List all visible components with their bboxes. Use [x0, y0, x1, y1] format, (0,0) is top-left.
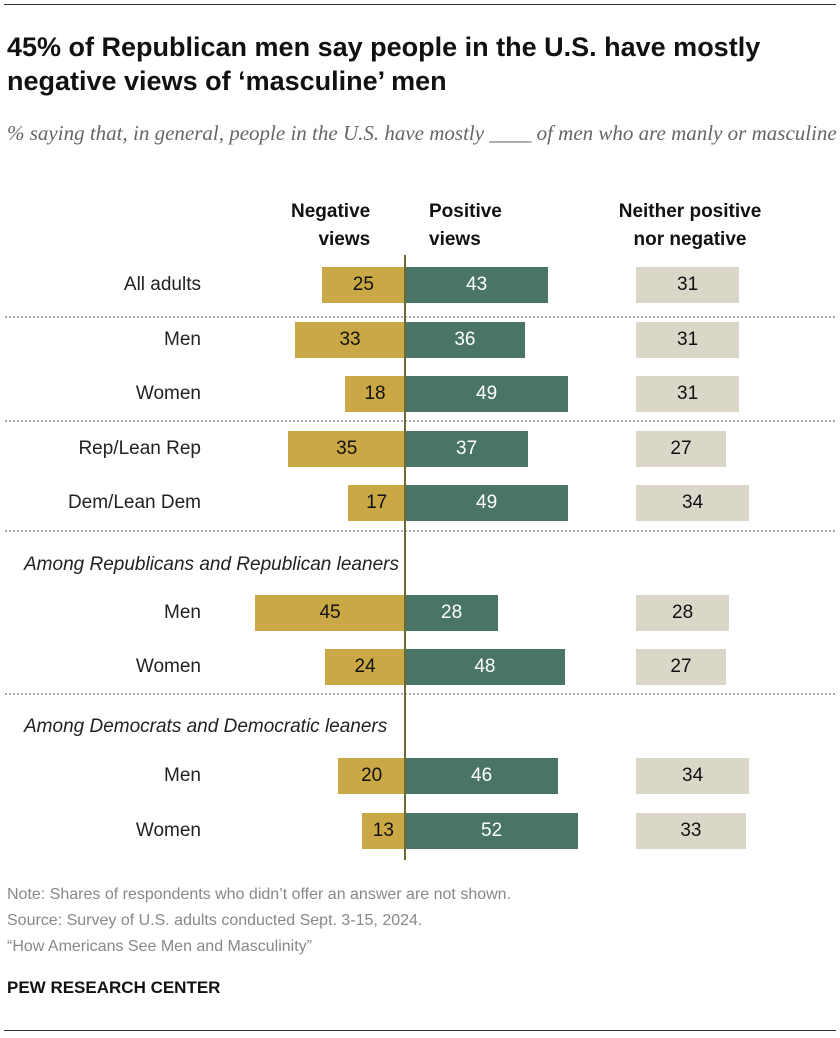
bar-neither: 31	[636, 322, 740, 358]
chart-subtitle: % saying that, in general, people in the…	[7, 121, 837, 145]
bar-negative: 17	[348, 485, 405, 521]
bar-negative: 35	[288, 431, 405, 467]
header-negative-line2: views	[318, 229, 371, 250]
section-divider	[5, 316, 835, 318]
bar-neither: 31	[636, 267, 740, 303]
header-negative-line1: Negative	[291, 201, 371, 222]
row-label: Rep/Lean Rep	[78, 438, 201, 459]
row-label: Women	[135, 383, 201, 404]
header-negative: Negative views	[291, 198, 370, 254]
section-divider	[5, 530, 835, 532]
bar-neither: 33	[636, 813, 746, 849]
header-positive-line2: views	[429, 229, 481, 250]
bar-negative: 24	[325, 649, 405, 685]
zero-axis-line	[404, 255, 406, 860]
note-text: Note: Shares of respondents who didn’t o…	[7, 886, 512, 903]
brand-logo-text: PEW RESEARCH CENTER	[7, 978, 221, 997]
bar-neither: 27	[636, 649, 726, 685]
bar-neither: 28	[636, 595, 730, 631]
section-divider	[5, 693, 835, 695]
bar-negative: 13	[361, 813, 405, 849]
bar-positive: 52	[405, 813, 579, 849]
row-label: Men	[164, 329, 201, 350]
bar-neither: 34	[636, 485, 750, 521]
bar-positive: 49	[405, 485, 569, 521]
section-heading: Among Republicans and Republican leaners	[24, 554, 399, 575]
bar-neither: 27	[636, 431, 726, 467]
bar-negative: 45	[255, 595, 405, 631]
bottom-rule	[4, 1030, 836, 1031]
bar-positive: 43	[405, 267, 549, 303]
bar-neither: 31	[636, 376, 740, 412]
top-rule	[4, 4, 836, 5]
bar-neither: 34	[636, 758, 750, 794]
row-label: Dem/Lean Dem	[67, 492, 201, 513]
bar-positive: 46	[405, 758, 559, 794]
section-divider	[5, 420, 835, 422]
bar-negative: 33	[295, 322, 405, 358]
row-label: Men	[164, 765, 201, 786]
row-label: Women	[135, 820, 201, 841]
row-label: Women	[135, 656, 201, 677]
bar-positive: 49	[405, 376, 569, 412]
row-label: Men	[164, 602, 201, 623]
bar-positive: 37	[405, 431, 529, 467]
bar-negative: 25	[321, 267, 405, 303]
bar-positive: 36	[405, 322, 525, 358]
chart-title: 45% of Republican men say people in the …	[7, 32, 761, 96]
bar-positive: 28	[405, 595, 499, 631]
header-neither-line1: Neither positive	[618, 201, 762, 222]
header-neither-line2: nor negative	[633, 229, 747, 250]
row-label: All adults	[123, 274, 201, 295]
header-positive: Positive views	[429, 198, 502, 254]
section-heading: Among Democrats and Democratic leaners	[24, 716, 388, 737]
source-text: Source: Survey of U.S. adults conducted …	[7, 912, 423, 929]
report-title-text: “How Americans See Men and Masculinity”	[7, 938, 313, 955]
header-neither: Neither positive nor negative	[600, 198, 780, 254]
bar-negative: 20	[338, 758, 405, 794]
header-positive-line1: Positive	[429, 201, 502, 222]
bar-positive: 48	[405, 649, 565, 685]
bar-negative: 18	[345, 376, 405, 412]
